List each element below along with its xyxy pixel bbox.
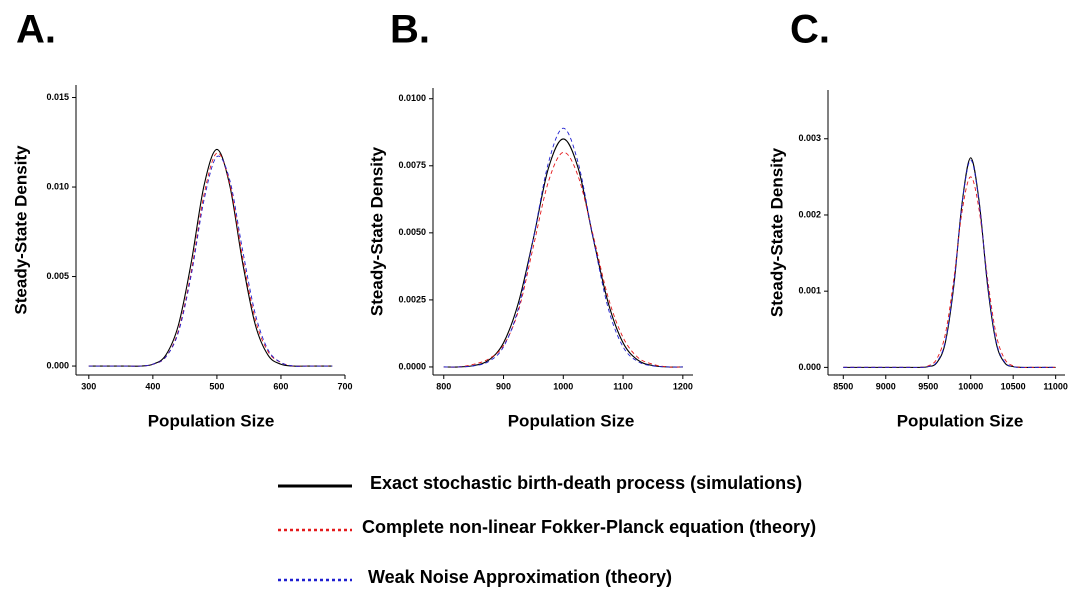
series-line: [843, 176, 1056, 368]
y-tick-label: 0.005: [46, 271, 69, 281]
y-tick-label: 0.0075: [398, 160, 426, 170]
x-tick-label: 1200: [673, 381, 693, 391]
x-tick-label: 300: [81, 381, 96, 391]
y-tick-label: 0.015: [46, 92, 69, 102]
x-axis-label: Population Size: [148, 411, 275, 430]
x-tick-label: 900: [496, 381, 511, 391]
x-tick-label: 500: [209, 381, 224, 391]
x-tick-label: 700: [337, 381, 352, 391]
series-line: [443, 138, 683, 368]
legend-label: Weak Noise Approximation (theory): [368, 567, 672, 587]
x-tick-label: 10000: [958, 381, 983, 391]
y-tick-label: 0.002: [798, 209, 821, 219]
series-line: [443, 127, 683, 368]
x-tick-label: 1000: [553, 381, 573, 391]
series-line: [843, 157, 1056, 368]
x-tick-label: 800: [436, 381, 451, 391]
legend-label: Exact stochastic birth-death process (si…: [370, 473, 802, 493]
x-tick-label: 9500: [918, 381, 938, 391]
y-tick-label: 0.000: [46, 360, 69, 370]
series-line: [843, 159, 1056, 368]
x-tick-label: 9000: [876, 381, 896, 391]
y-axis-label: Steady-State Density: [367, 146, 386, 316]
series-line: [88, 155, 333, 367]
y-tick-label: 0.0000: [398, 361, 426, 371]
y-tick-label: 0.0025: [398, 294, 426, 304]
legend-label: Complete non-linear Fokker-Planck equati…: [362, 517, 816, 537]
panel-label: C.: [790, 8, 830, 52]
y-tick-label: 0.0100: [398, 93, 426, 103]
x-axis-label: Population Size: [508, 411, 635, 430]
y-axis-label: Steady-State Density: [11, 145, 30, 315]
y-tick-label: 0.000: [798, 362, 821, 372]
x-tick-label: 10500: [1001, 381, 1026, 391]
panel-label: A.: [16, 8, 56, 52]
panel-label: B.: [390, 8, 430, 52]
x-axis-label: Population Size: [897, 411, 1024, 430]
x-tick-label: 8500: [833, 381, 853, 391]
y-axis-label: Steady-State Density: [767, 147, 786, 317]
y-tick-label: 0.001: [798, 286, 821, 296]
x-tick-label: 1100: [613, 381, 633, 391]
y-tick-label: 0.0050: [398, 227, 426, 237]
x-tick-label: 11000: [1043, 381, 1068, 391]
x-tick-label: 600: [273, 381, 288, 391]
y-tick-label: 0.010: [46, 181, 69, 191]
series-line: [88, 148, 333, 367]
y-tick-label: 0.003: [798, 133, 821, 143]
series-line: [443, 151, 683, 368]
series-line: [88, 152, 333, 367]
x-tick-label: 400: [145, 381, 160, 391]
